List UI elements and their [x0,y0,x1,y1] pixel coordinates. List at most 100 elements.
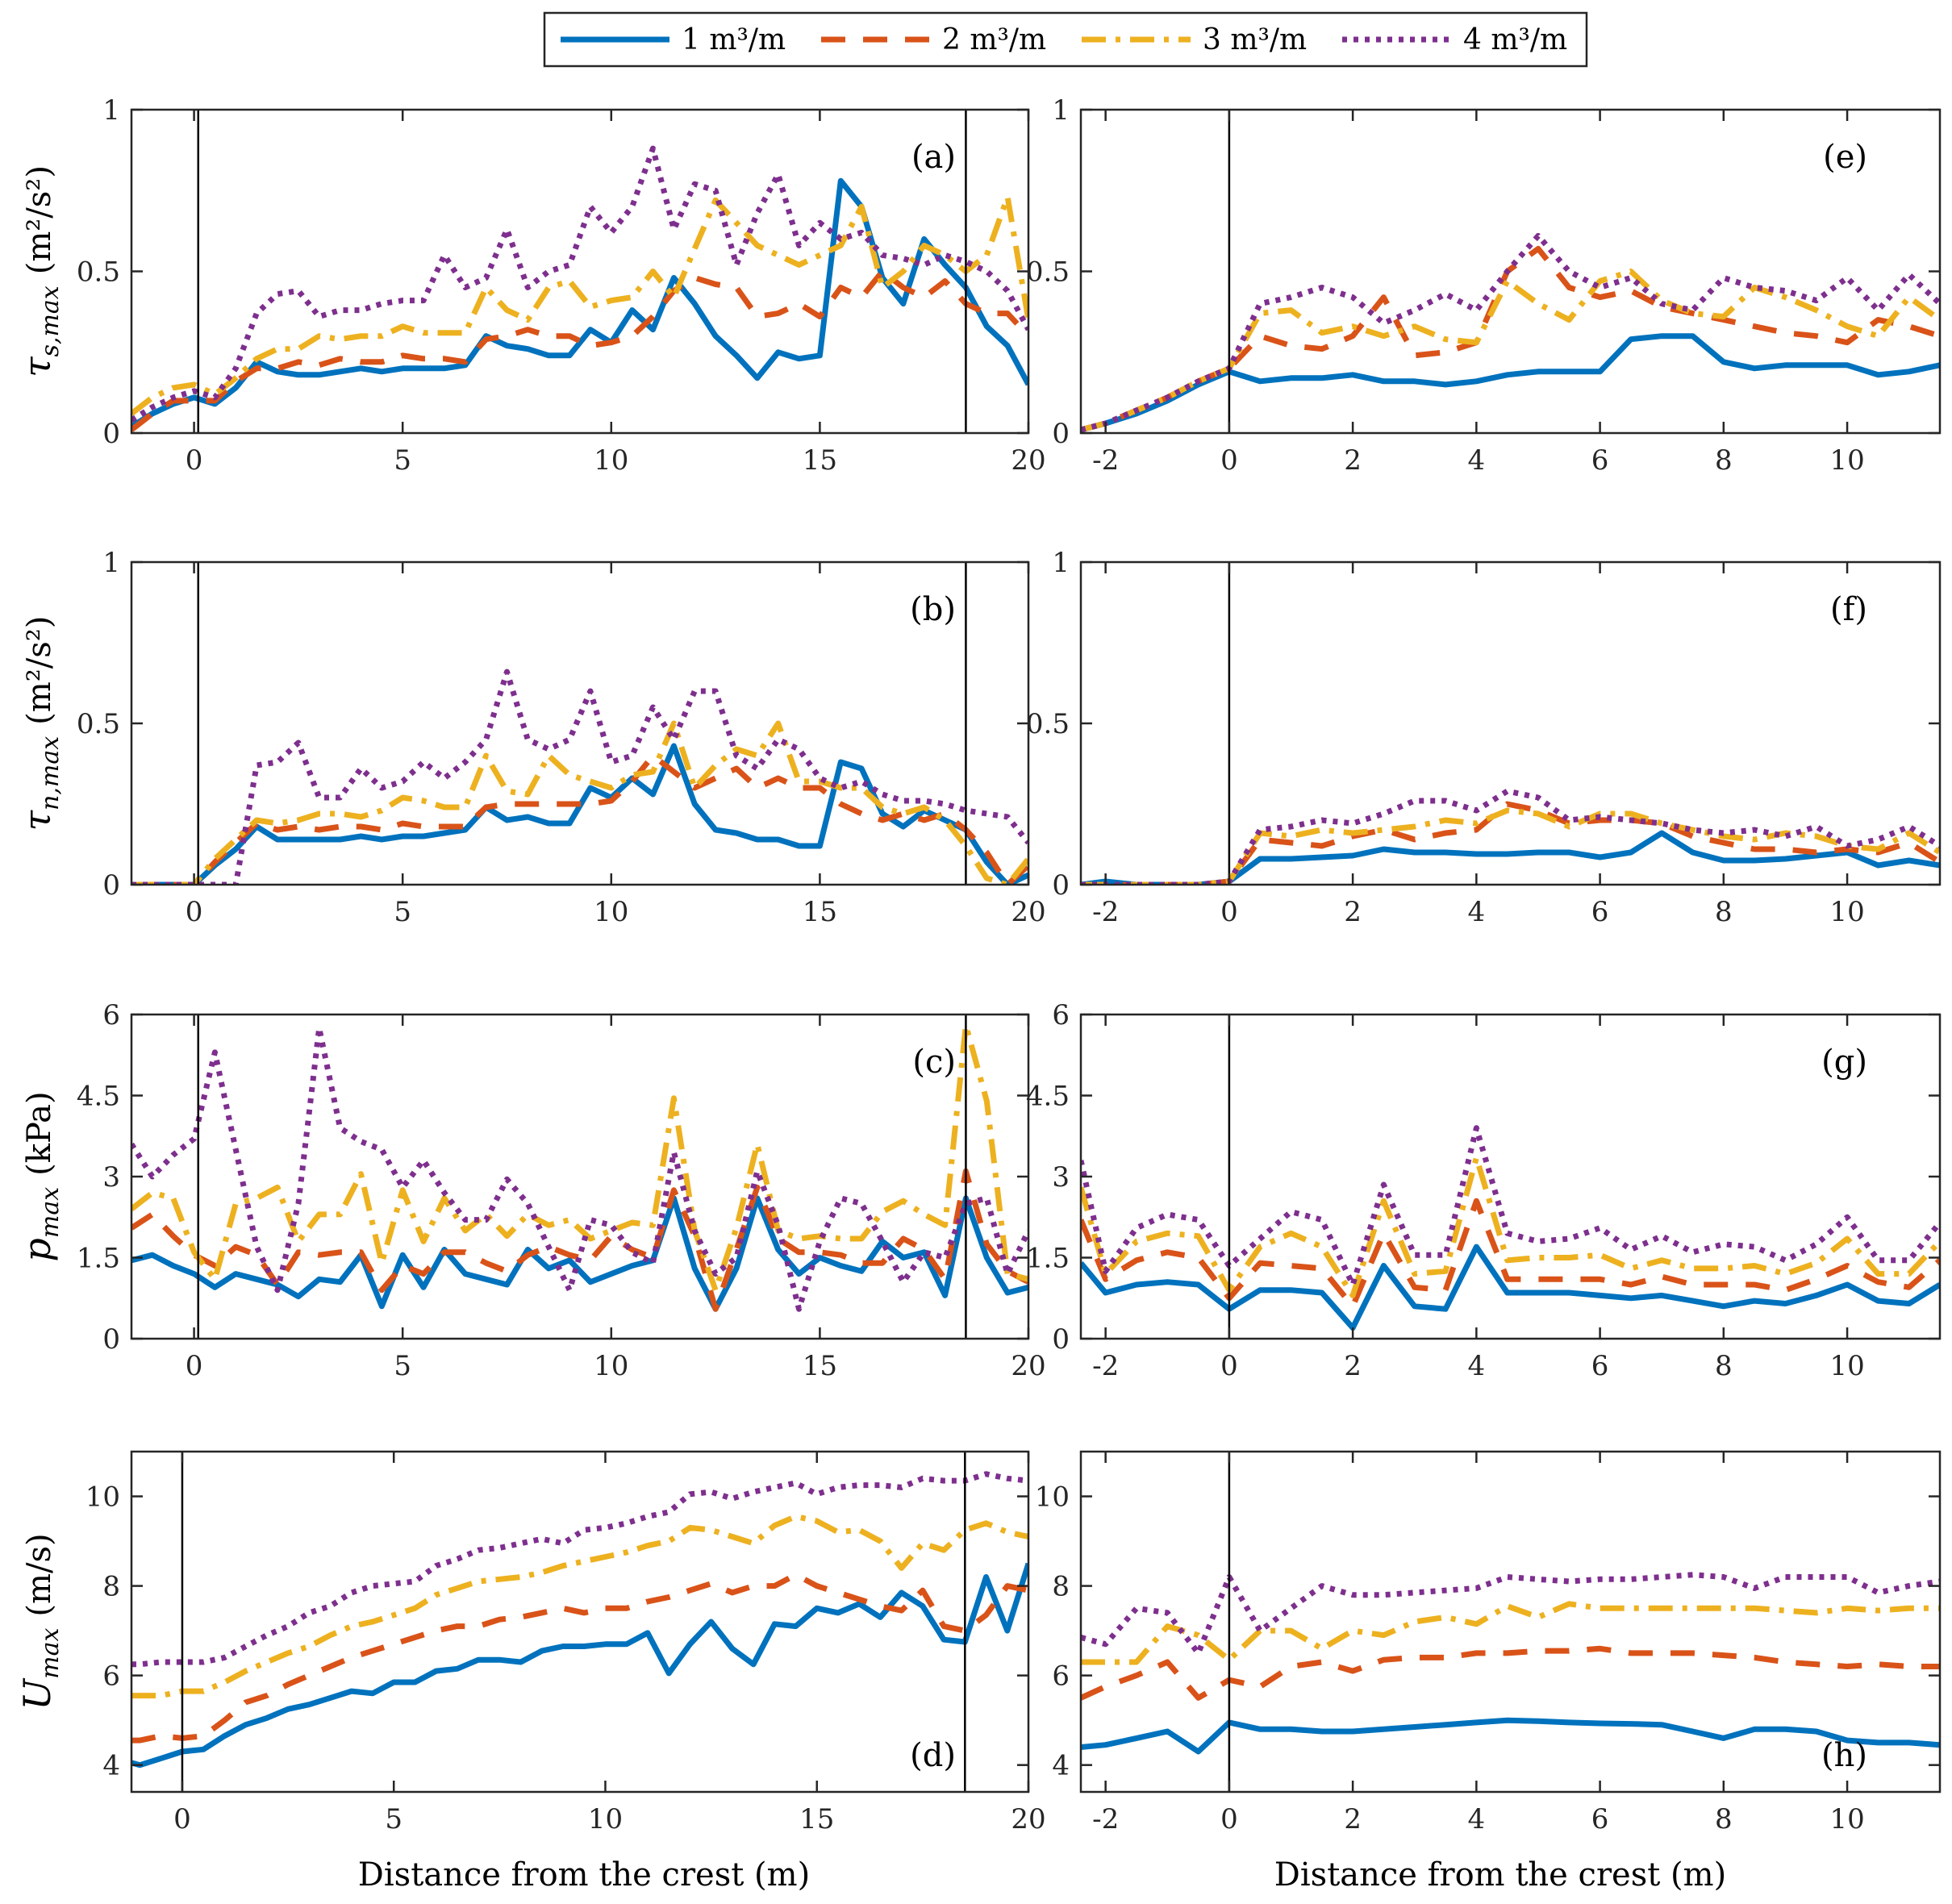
y-tick-label-g: 4.5 [1026,1081,1070,1113]
panel-label-g: (g) [1821,1044,1867,1081]
x-tick-label-h: 6 [1591,1803,1609,1835]
y-tick-label-h: 8 [1052,1571,1070,1603]
y-tick-label-c: 6 [102,999,120,1031]
series-line-b-4 [131,669,1028,885]
legend: 1 m³/m 2 m³/m 3 m³/m 4 m³/m [543,11,1588,68]
y-tick-label-a: 1 [102,94,120,127]
y-tick-label-c: 1.5 [77,1243,120,1275]
x-tick-label-f: 4 [1468,896,1486,928]
x-tick-label-a: 15 [803,444,837,477]
series-group-f [1081,788,1940,885]
x-tick-label-b: 0 [186,896,203,928]
series-line-a-4 [131,145,1028,423]
x-tick-label-h: 8 [1715,1803,1733,1835]
legend-entry-3: 3 m³/m [1203,23,1307,56]
panel-e: -2 0 2 4 6 8 10 0 0.5 1 (e) [1026,94,1942,477]
y-tick-label-g: 6 [1052,999,1070,1031]
series-line-g-2 [1081,1198,1940,1310]
panel-h: -2 0 2 4 6 8 10 4 6 8 10 (h) [1035,1450,1942,1835]
series-line-b-3 [131,720,1028,885]
series-line-f-3 [1081,807,1940,885]
x-tick-label-e: 0 [1220,444,1238,477]
x-tick-label-f: 0 [1220,896,1238,928]
x-tick-label-f: 6 [1591,896,1609,928]
y-tick-label-d: 8 [102,1571,120,1603]
panel-label-b: (b) [910,591,956,628]
x-tick-label-c: 0 [186,1350,203,1382]
x-tick-label-c: 20 [1011,1350,1045,1382]
y-tick-label-g: 0 [1052,1323,1070,1356]
series-line-g-1 [1081,1244,1940,1331]
series-line-a-3 [131,194,1028,416]
x-tick-label-d: 5 [385,1803,402,1835]
series-group-h [1081,1572,1940,1755]
y-axis-title-b: τn,max(m²/s²) [15,616,65,831]
series-group-e [1081,232,1940,433]
x-tick-label-f: 2 [1344,896,1362,928]
series-line-d-1 [131,1562,1028,1769]
x-tick-label-h: 0 [1220,1803,1238,1835]
series-group-g [1081,1125,1940,1331]
series-line-d-3 [131,1514,1028,1699]
x-tick-label-e: 4 [1468,444,1486,477]
x-tick-label-e: 10 [1829,444,1864,477]
series-line-h-3 [1081,1601,1940,1665]
x-axis-title-right: Distance from the crest (m) [1274,1856,1726,1894]
y-tick-label-d: 4 [102,1750,120,1782]
series-line-g-3 [1081,1155,1940,1298]
axes-box-c [130,1013,1030,1340]
panel-label-d: (d) [910,1737,956,1774]
legend-entry-1: 1 m³/m [682,23,786,56]
x-tick-label-g: 6 [1591,1350,1609,1382]
series-group-a [131,145,1028,432]
x-tick-label-c: 15 [803,1350,837,1382]
y-tick-label-d: 6 [102,1660,120,1693]
panel-label-f: (f) [1830,591,1867,628]
panel-g: -2 0 2 4 6 8 10 0 1.5 3 4.5 6 (g) [1026,999,1942,1382]
panel-c: 0 5 10 15 20 0 1.5 3 4.5 6 (c) pmax(kPa) [15,999,1046,1382]
x-tick-label-f: 8 [1715,896,1733,928]
series-line-e-4 [1081,232,1940,433]
series-line-b-2 [131,752,1028,885]
x-tick-label-d: 10 [588,1803,623,1835]
x-tick-label-g: 0 [1220,1350,1238,1382]
y-tick-label-b: 0 [102,869,120,902]
series-line-e-2 [1081,245,1940,433]
y-tick-label-c: 3 [102,1161,120,1194]
x-tick-label-h: 2 [1344,1803,1362,1835]
x-tick-label-a: 5 [394,444,411,477]
x-tick-label-d: 20 [1011,1803,1045,1835]
x-tick-label-b: 5 [394,896,411,928]
series-group-b [131,669,1028,885]
axes-box-a [130,108,1030,435]
panel-d: 0 5 10 15 20 4 6 8 10 (d) Umax(m/s) [15,1450,1046,1835]
y-tick-label-c: 4.5 [77,1081,120,1113]
axes-box-d [130,1450,1030,1794]
panel-label-e: (e) [1823,139,1867,176]
y-axis-title-a: τs,max(m²/s²) [15,165,65,377]
y-axis-title-d: Umax(m/s) [15,1533,65,1710]
y-tick-label-d: 10 [86,1481,120,1514]
x-tick-label-g: -2 [1092,1350,1119,1382]
x-tick-label-a: 20 [1011,444,1045,477]
panel-a: 0 5 10 15 20 0 0.5 1 (a) τs,max(m²/s²) [15,94,1046,477]
y-tick-label-e: 1 [1052,94,1070,127]
x-tick-label-b: 15 [803,896,837,928]
y-tick-label-f: 0 [1052,869,1070,902]
legend-entry-2: 2 m³/m [942,23,1046,56]
x-tick-label-e: 2 [1344,444,1362,477]
series-line-f-1 [1081,830,1940,885]
y-tick-label-h: 10 [1035,1481,1070,1514]
y-tick-label-b: 1 [102,547,120,579]
y-tick-label-f: 0.5 [1026,708,1070,740]
x-tick-label-f: -2 [1092,896,1119,928]
x-tick-label-b: 20 [1011,896,1045,928]
x-tick-label-g: 2 [1344,1350,1362,1382]
panel-label-h: (h) [1821,1737,1867,1774]
x-tick-label-g: 4 [1468,1350,1486,1382]
x-tick-label-c: 5 [394,1350,411,1382]
axes-box-h [1079,1450,1942,1794]
x-tick-label-b: 10 [594,896,628,928]
series-line-c-1 [131,1195,1028,1312]
series-line-f-4 [1081,788,1940,885]
